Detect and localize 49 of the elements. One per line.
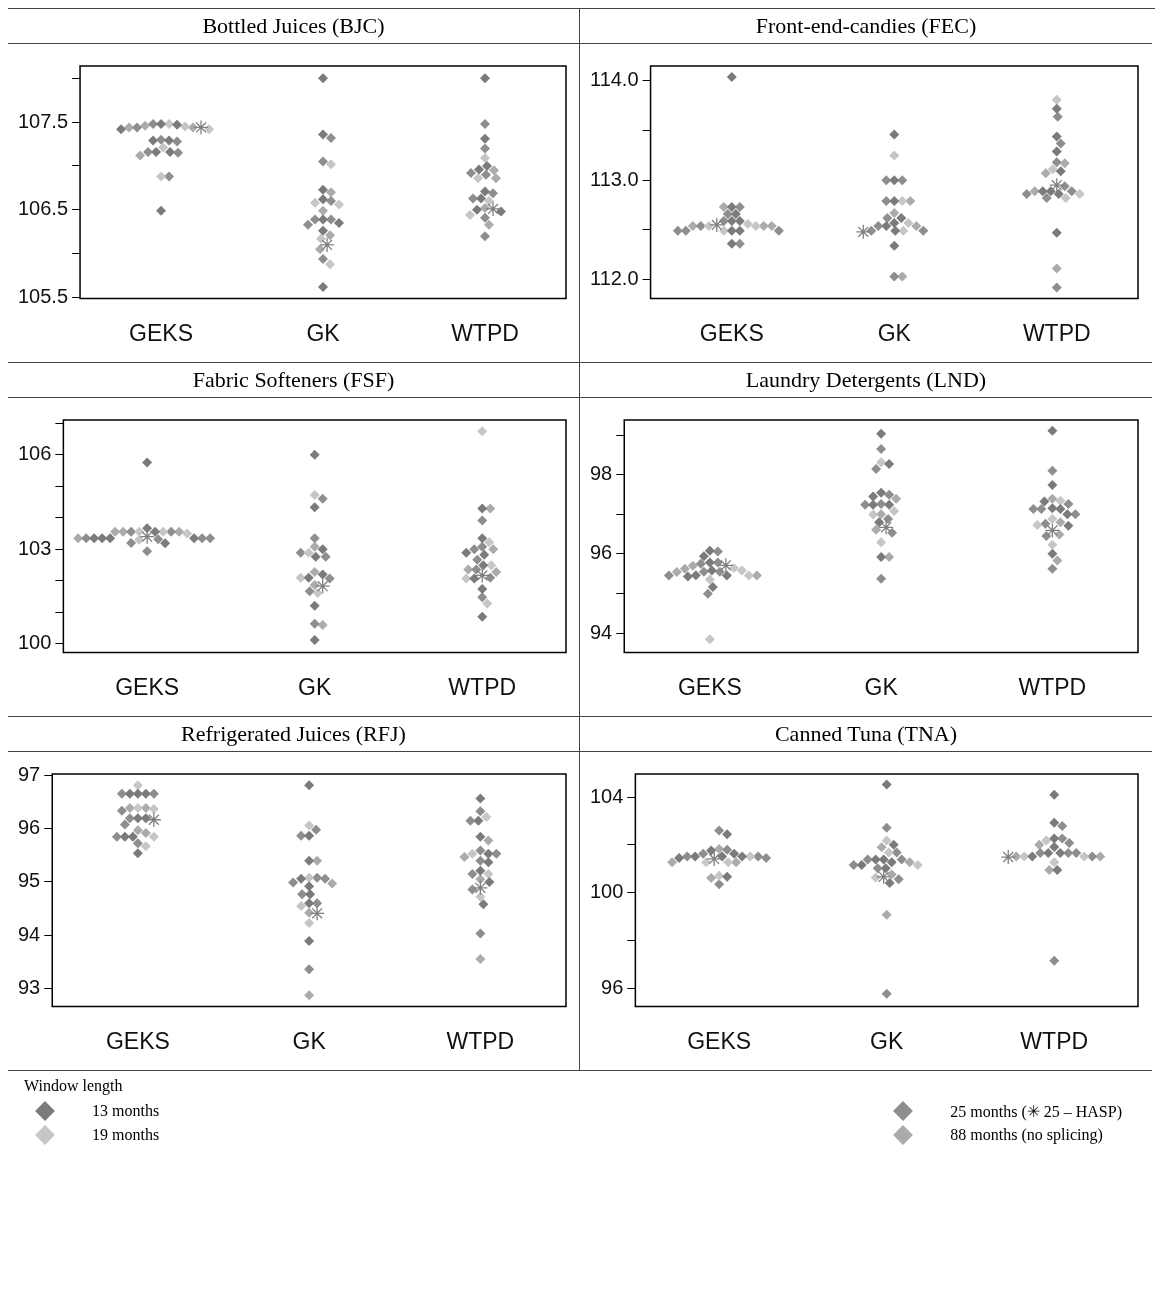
x-tick-label: GEKS (699, 319, 764, 346)
y-tick-label: 100 (17, 631, 52, 654)
legend-title: Window length (24, 1077, 124, 1095)
chart-title: Refrigerated Juices (RFJ) (8, 717, 579, 752)
x-tick-label: GK (877, 319, 912, 346)
legend-label: 88 months (no splicing) (950, 1126, 1103, 1144)
x-tick-label: WTPD (451, 319, 519, 346)
y-tick-label: 112.0 (589, 267, 639, 290)
x-tick-label: GEKS (677, 673, 742, 700)
x-tick-label: GK (298, 673, 332, 700)
y-tick-label: 94 (590, 620, 613, 643)
y-tick-label: 96 (18, 816, 41, 839)
x-tick-label: WTPD (446, 1027, 515, 1054)
y-tick-label: 107.5 (17, 109, 69, 132)
chart-title: Front-end-candies (FEC) (580, 9, 1152, 44)
y-tick-label: 106.5 (17, 197, 69, 220)
chart-title: Laundry Detergents (LND) (580, 363, 1152, 398)
y-tick-label: 105.5 (17, 285, 69, 308)
x-tick-label: WTPD (1018, 673, 1087, 700)
y-tick-label: 114.0 (589, 68, 639, 91)
y-tick-label: 100 (589, 880, 624, 903)
x-tick-label: GEKS (115, 673, 180, 700)
chart-title: Bottled Juices (BJC) (8, 9, 579, 44)
y-tick-label: 98 (590, 462, 613, 485)
x-tick-label: GK (870, 1027, 904, 1054)
legend-label: 25 months (✳ 25 – HASP) (950, 1101, 1122, 1121)
y-tick-label: 106 (17, 442, 52, 465)
chart-title: Fabric Softeners (FSF) (8, 363, 579, 398)
y-tick-label: 96 (590, 541, 613, 564)
chart-title: Canned Tuna (TNA) (580, 717, 1152, 752)
x-tick-label: GEKS (105, 1027, 170, 1054)
y-tick-label: 95 (18, 869, 41, 892)
x-tick-label: GK (292, 1027, 327, 1054)
y-tick-label: 94 (18, 922, 41, 945)
x-tick-label: GEKS (129, 319, 193, 346)
x-tick-label: GEKS (687, 1027, 752, 1054)
x-tick-label: WTPD (1020, 1027, 1089, 1054)
y-tick-label: 103 (17, 536, 52, 559)
legend-label: 13 months (92, 1102, 160, 1120)
y-tick-label: 97 (18, 763, 41, 786)
x-tick-label: GK (306, 319, 341, 346)
legend-label: 19 months (92, 1126, 160, 1144)
y-tick-label: 113.0 (589, 167, 639, 190)
y-tick-label: 93 (18, 975, 41, 998)
x-tick-label: WTPD (448, 673, 517, 700)
y-tick-label: 96 (601, 975, 624, 998)
y-tick-label: 104 (589, 784, 624, 807)
x-tick-label: GK (864, 673, 899, 700)
x-tick-label: WTPD (1022, 319, 1091, 346)
